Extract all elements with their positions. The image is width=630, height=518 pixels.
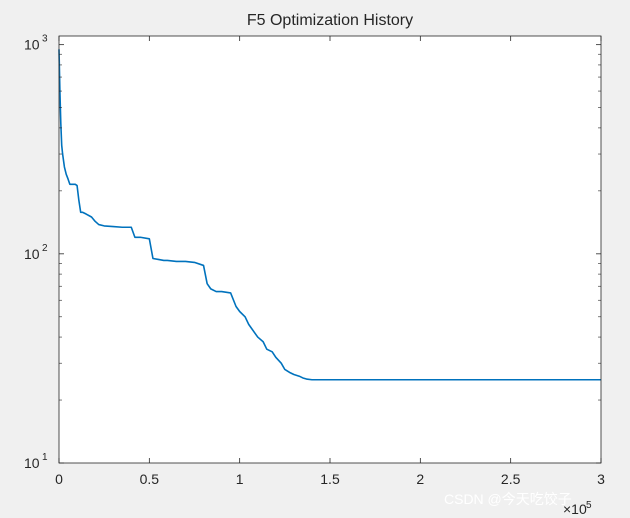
axes-background (59, 36, 601, 463)
x-tick-label: 1 (236, 471, 244, 487)
x-tick-label: 2.5 (501, 471, 521, 487)
chart-title: F5 Optimization History (247, 12, 413, 29)
x-tick-label: 0 (55, 471, 63, 487)
y-tick-exponent: 2 (42, 243, 48, 254)
watermark-text: CSDN @今天吃饺子 (444, 491, 572, 507)
y-tick-label: 10 (24, 37, 40, 53)
x-tick-label: 0.5 (140, 471, 160, 487)
x-exponent-superscript: 5 (586, 500, 592, 511)
plot-layer (58, 49, 601, 381)
axes-layer: 0 0.5 1 1.5 2 2.5 3×10 510 110 210 3 (24, 34, 605, 517)
y-tick-label: 10 (24, 246, 40, 262)
y-tick-exponent: 3 (42, 34, 48, 45)
series-line (58, 49, 601, 381)
y-tick-label: 10 (24, 455, 40, 471)
x-exponent-label: ×10 (563, 501, 587, 517)
x-tick-label: 3 (597, 471, 605, 487)
x-tick-label: 1.5 (320, 471, 340, 487)
y-tick-exponent: 1 (42, 452, 48, 463)
x-tick-label: 2 (416, 471, 424, 487)
